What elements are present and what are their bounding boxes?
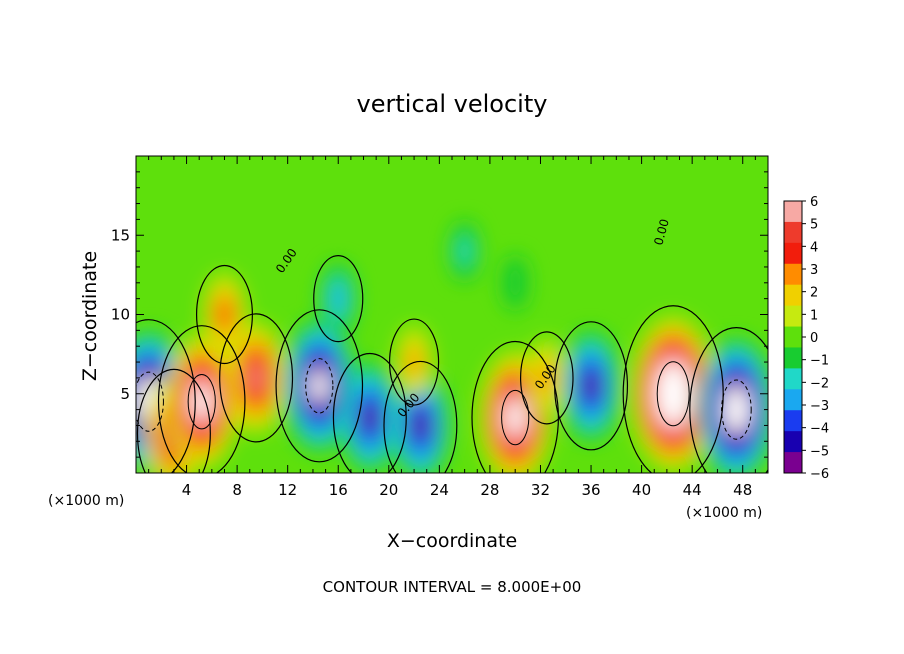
x-tick-label: 16 xyxy=(329,481,348,499)
colorbar-label: 2 xyxy=(810,286,818,301)
contour-line xyxy=(721,379,752,440)
contour-line xyxy=(305,358,334,414)
x-unit-right: (×1000 m) xyxy=(686,505,762,521)
contour-line xyxy=(554,321,629,451)
colorbar-label: 3 xyxy=(810,263,818,278)
contour-line xyxy=(313,255,364,343)
heatmap-cell xyxy=(340,362,400,473)
x-tick-label: 36 xyxy=(581,481,600,499)
x-tick-label: 8 xyxy=(232,481,242,499)
heatmap-cell xyxy=(226,322,286,433)
heatmap-cell xyxy=(320,262,357,335)
x-axis-label: X−coordinate xyxy=(387,530,517,552)
contour-line xyxy=(219,313,294,443)
contour-line xyxy=(689,327,768,473)
contour-line xyxy=(332,352,407,473)
x-tick-label: 12 xyxy=(278,481,297,499)
contour-line xyxy=(501,389,530,446)
x-tick-label: 20 xyxy=(379,481,398,499)
colorbar-swatch xyxy=(784,221,802,244)
colorbar-label: −5 xyxy=(810,444,829,459)
contour-line xyxy=(136,319,196,473)
colorbar-label: 0 xyxy=(810,331,818,346)
colorbar-label: 4 xyxy=(810,240,818,255)
heatmap-cell xyxy=(561,330,621,441)
colorbar-swatch xyxy=(784,347,802,369)
heatmap-area xyxy=(136,156,768,473)
x-axis: 4 8 12 16 20 24 28 32 36 40 44 48 xyxy=(148,156,756,499)
colorbar-swatch xyxy=(784,201,802,223)
colorbar-label: −1 xyxy=(810,354,829,369)
contour-line xyxy=(471,340,559,473)
contour-line xyxy=(622,305,724,473)
x-unit-left: (×1000 m) xyxy=(48,493,124,509)
colorbar-swatch xyxy=(784,389,802,411)
colorbar-swatch xyxy=(784,452,802,474)
x-tick-label: 28 xyxy=(480,481,499,499)
colorbar-label: 1 xyxy=(810,308,818,323)
colorbar-swatch xyxy=(784,368,802,390)
contour-line xyxy=(656,361,690,427)
heatmap-cell xyxy=(502,255,529,311)
contour-line xyxy=(157,325,246,473)
contour-line xyxy=(383,360,458,473)
colorbar-swatch xyxy=(784,242,802,265)
x-tick-label: 44 xyxy=(683,481,702,499)
heatmap-field xyxy=(136,220,768,473)
chart-title: vertical velocity xyxy=(357,90,548,118)
x-tick-label: 24 xyxy=(430,481,449,499)
y-axis: 5 10 15 xyxy=(111,171,768,458)
x-tick-label: 48 xyxy=(733,481,752,499)
contour-line xyxy=(136,368,211,473)
colorbar-swatch xyxy=(784,431,802,453)
heatmap-cell xyxy=(631,316,716,471)
colorbar-label: −6 xyxy=(810,467,829,482)
colorbar-label: −4 xyxy=(810,422,829,437)
x-tick-label: 32 xyxy=(531,481,550,499)
colorbar: 6 5 4 3 2 1 0 −1 −2 −3 −4 −5 −6 xyxy=(783,195,829,482)
contour-lines xyxy=(136,255,768,473)
colorbar-swatch xyxy=(784,305,802,328)
contour-interval-note: CONTOUR INTERVAL = 8.000E+00 xyxy=(323,578,582,596)
y-tick-label: 10 xyxy=(111,306,130,324)
x-tick-label: 4 xyxy=(182,481,192,499)
contour-line xyxy=(388,318,440,406)
contour-line xyxy=(187,373,216,430)
heatmap-cell xyxy=(449,220,480,282)
colorbar-swatch xyxy=(784,284,802,307)
colorbar-label: 6 xyxy=(810,195,818,210)
heatmap-cell xyxy=(283,319,355,452)
colorbar-label: −2 xyxy=(810,376,829,391)
colorbar-label: 5 xyxy=(810,218,818,233)
contour-line xyxy=(136,371,164,432)
heatmap-cell xyxy=(697,338,768,473)
contour-line xyxy=(519,331,574,425)
x-tick-label: 40 xyxy=(632,481,651,499)
contour-label: 0.00 xyxy=(651,217,671,246)
colorbar-label: −3 xyxy=(810,399,829,414)
y-tick-label: 5 xyxy=(120,385,130,403)
colorbar-swatch xyxy=(784,326,802,348)
heatmap-cell xyxy=(391,370,450,473)
colorbar-swatch xyxy=(784,263,802,286)
colorbar-swatch xyxy=(784,410,802,432)
contour-line xyxy=(275,309,364,463)
y-tick-label: 15 xyxy=(111,226,130,244)
y-axis-label: Z−coordinate xyxy=(79,251,101,381)
